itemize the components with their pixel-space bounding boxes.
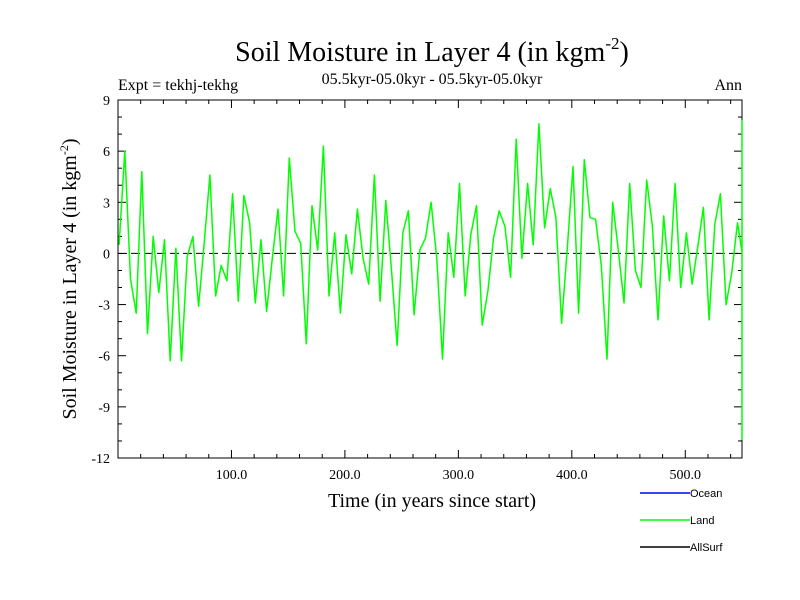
- x-tick-label: 200.0: [329, 468, 361, 483]
- x-axis: 100.0 200.0 300.0 400.0 500.0: [140, 100, 732, 483]
- legend-label-allsurf: AllSurf: [690, 542, 723, 554]
- x-axis-title: Time (in years since start): [328, 490, 536, 512]
- period-label: Ann: [714, 77, 742, 94]
- x-tick-label: 300.0: [443, 468, 475, 483]
- y-tick-label: -6: [98, 350, 110, 365]
- chart-subtitle: 05.5kyr-05.0kyr - 05.5kyr-05.0kyr: [322, 71, 543, 88]
- y-tick-label: 0: [103, 247, 110, 262]
- chart-title: Soil Moisture in Layer 4 (in kgm-2): [235, 34, 629, 68]
- y-tick-label: 3: [103, 196, 110, 211]
- x-tick-label: 100.0: [216, 468, 248, 483]
- x-tick-label: 400.0: [556, 468, 588, 483]
- experiment-label: Expt = tekhj-tekhg: [118, 77, 238, 94]
- y-axis-title: Soil Moisture in Layer 4 (in kgm-2): [57, 138, 81, 419]
- y-tick-label: -12: [91, 452, 110, 467]
- y-tick-label: -9: [98, 401, 110, 416]
- y-tick-label: 9: [103, 94, 110, 109]
- legend-label-land: Land: [690, 515, 714, 527]
- legend: Ocean Land AllSurf: [640, 488, 723, 554]
- x-tick-label: 500.0: [670, 468, 702, 483]
- series-line-land: [118, 119, 743, 440]
- plot-frame: [117, 99, 743, 459]
- y-axis: 9 6 3 0 -3 -6 -9 -12: [91, 94, 742, 467]
- y-tick-label: 6: [103, 145, 110, 160]
- legend-label-ocean: Ocean: [690, 488, 722, 500]
- y-tick-label: -3: [98, 299, 110, 314]
